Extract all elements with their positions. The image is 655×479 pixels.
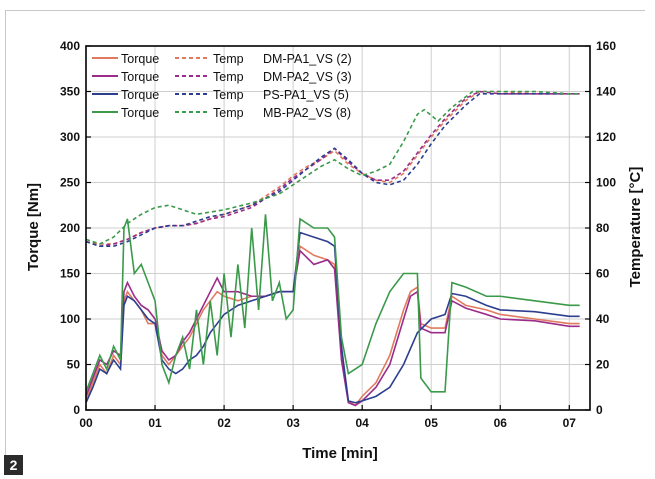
x-tick-label: 00 bbox=[79, 416, 93, 430]
legend-series-name: PS-PA1_VS (5) bbox=[263, 88, 349, 102]
figure-number-badge: 2 bbox=[4, 455, 23, 475]
x-axis-label: Time [min] bbox=[302, 445, 378, 462]
y-right-tick-label: 40 bbox=[596, 312, 610, 326]
torque-line bbox=[86, 214, 580, 393]
y-right-tick-label: 100 bbox=[596, 176, 616, 190]
y-left-tick-label: 0 bbox=[73, 403, 80, 417]
legend-series-name: DM-PA2_VS (3) bbox=[263, 70, 352, 84]
torque-line bbox=[86, 244, 580, 407]
x-tick-label: 03 bbox=[286, 416, 300, 430]
y-right-tick-label: 20 bbox=[596, 358, 610, 372]
grid-lines bbox=[86, 46, 590, 410]
y-right-tick-label: 0 bbox=[596, 403, 603, 417]
y-left-tick-label: 150 bbox=[60, 267, 80, 281]
y-right-tick-label: 60 bbox=[596, 267, 610, 281]
y-left-tick-label: 350 bbox=[60, 85, 80, 99]
y-left-tick-label: 300 bbox=[60, 130, 80, 144]
y-right-axis-ticks: 0 20 40 60 80 100 120 140 160 bbox=[585, 39, 616, 417]
y-left-tick-label: 200 bbox=[60, 221, 80, 235]
legend-temp-label: Temp bbox=[213, 88, 244, 102]
x-axis-ticks: 00 01 02 03 04 05 06 07 bbox=[79, 405, 576, 430]
legend-torque-label: Torque bbox=[121, 88, 159, 102]
legend-temp-label: Temp bbox=[213, 106, 244, 120]
legend-series-name: MB-PA2_VS (8) bbox=[263, 106, 351, 120]
x-tick-label: 05 bbox=[425, 416, 439, 430]
legend-temp-label: Temp bbox=[213, 70, 244, 84]
temp-line bbox=[86, 92, 580, 247]
torque-line bbox=[86, 231, 580, 404]
x-tick-label: 01 bbox=[148, 416, 162, 430]
y-left-tick-label: 100 bbox=[60, 312, 80, 326]
plot-series bbox=[86, 90, 580, 407]
x-tick-label: 07 bbox=[563, 416, 577, 430]
legend-torque-label: Torque bbox=[121, 70, 159, 84]
x-tick-label: 04 bbox=[355, 416, 369, 430]
figure-border bbox=[5, 10, 645, 470]
x-tick-label: 06 bbox=[494, 416, 508, 430]
y-left-tick-label: 50 bbox=[67, 358, 81, 372]
y-left-tick-label: 250 bbox=[60, 176, 80, 190]
y-left-axis-label: Torque [Nm] bbox=[25, 183, 42, 271]
y-right-tick-label: 120 bbox=[596, 130, 616, 144]
y-right-tick-label: 160 bbox=[596, 39, 616, 53]
legend-torque-label: Torque bbox=[121, 52, 159, 66]
legend-torque-label: Torque bbox=[121, 106, 159, 120]
chart-legend: Torque Temp DM-PA1_VS (2) Torque Temp DM-PA2_… bbox=[92, 52, 352, 120]
y-right-tick-label: 140 bbox=[596, 85, 616, 99]
y-right-tick-label: 80 bbox=[596, 221, 610, 235]
temp-line bbox=[86, 90, 580, 245]
legend-temp-label: Temp bbox=[213, 52, 244, 66]
y-left-axis-ticks: 0 50 100 150 200 250 300 350 400 bbox=[60, 39, 91, 417]
y-right-axis-label: Temperature [°C] bbox=[627, 167, 644, 288]
x-tick-label: 02 bbox=[217, 416, 231, 430]
y-left-tick-label: 400 bbox=[60, 39, 80, 53]
legend-series-name: DM-PA1_VS (2) bbox=[263, 52, 352, 66]
